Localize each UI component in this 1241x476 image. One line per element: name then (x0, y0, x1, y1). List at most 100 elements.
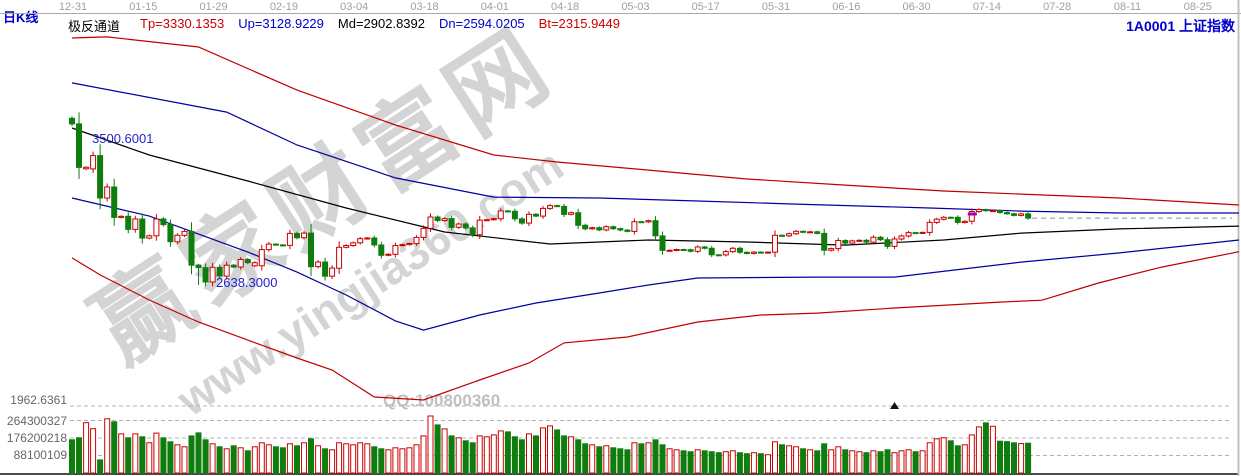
candle-body (729, 247, 736, 253)
volume-bar (272, 446, 279, 474)
candle-body (849, 240, 856, 244)
volume-bar (540, 427, 546, 474)
x-axis-tick: 06-16 (832, 1, 861, 13)
volume-bar (160, 437, 167, 474)
volume-bar (371, 446, 378, 474)
volume-bar (469, 442, 476, 474)
volume-bar (286, 443, 293, 474)
candle-body (772, 234, 778, 253)
volume-bar (279, 447, 286, 474)
x-axis-tick: 12-31 (58, 1, 88, 13)
x-axis-tick: 06-30 (902, 1, 931, 13)
candle-body (554, 205, 561, 208)
volume-bar (828, 449, 835, 474)
volume-triangle-marker (890, 402, 900, 409)
candle-body (645, 220, 652, 223)
candle-body (258, 249, 265, 267)
candle-body (160, 218, 167, 226)
candle-body (666, 249, 673, 252)
candle-body (926, 221, 933, 233)
volume-bar (877, 451, 884, 474)
candle-body (568, 212, 575, 215)
volume-bar (884, 449, 891, 474)
candle-body (308, 232, 314, 268)
volume-bar (308, 438, 314, 474)
volume-bar (631, 442, 638, 474)
volume-bar (687, 451, 694, 474)
volume-axis-label: 176200218 (6, 431, 67, 445)
volume-bar (659, 444, 666, 474)
candle-body (997, 210, 1003, 214)
x-axis-tick: 05-31 (761, 1, 791, 13)
volume-bar (441, 428, 448, 474)
volume-bar (533, 435, 539, 474)
volume-bar (603, 445, 610, 474)
candle-body (575, 212, 582, 226)
candle-body (392, 245, 399, 255)
volume-bar (708, 451, 715, 474)
candle-body (891, 238, 898, 247)
candle-body (596, 227, 603, 231)
volume-bar (125, 437, 132, 474)
volume-bar (905, 449, 912, 474)
candle-body (244, 259, 251, 264)
volume-bar (982, 422, 989, 474)
indicator-name-label[interactable]: 极反通道 (68, 19, 121, 34)
volume-bar (462, 440, 469, 474)
candle-body (441, 218, 448, 222)
volume-bar (497, 430, 504, 474)
x-axis-tick: 01-29 (199, 1, 228, 13)
candle-body (427, 216, 434, 229)
volume-bar (216, 446, 223, 474)
candle-body (279, 244, 286, 247)
volume-bar (954, 445, 961, 474)
volume-bar (547, 425, 553, 474)
candle-body (701, 246, 708, 249)
volume-bar (153, 432, 160, 474)
instrument-title[interactable]: 1A0001 上证指数 (1126, 18, 1235, 34)
candle-body (378, 244, 385, 256)
channel-line-up (71, 82, 1239, 214)
volume-bar (399, 448, 406, 474)
candle-body (385, 253, 392, 256)
candle-body (223, 264, 230, 277)
volume-bar (195, 432, 202, 474)
candle-body (399, 244, 406, 247)
x-axis-date-row: 12-31 01-15 01-29 02-19 03-04 03-18 04-01 04-18… (0, 0, 1241, 13)
candle-body (343, 245, 350, 248)
candle-body (968, 211, 975, 222)
candle-body (167, 224, 174, 243)
channel-line-bt (71, 251, 1240, 401)
volume-bar (378, 448, 385, 474)
candle-body (483, 219, 490, 222)
candle-body (835, 240, 842, 250)
volume-bar (455, 437, 462, 474)
candle-body (828, 248, 835, 251)
candle-body (989, 210, 996, 213)
price-floor-label: 1962.6361 (10, 393, 67, 407)
volume-bar (842, 449, 849, 474)
volume-bar (715, 452, 722, 474)
candle-body (842, 240, 849, 244)
volume-bar (554, 429, 561, 474)
channel-line-md (71, 127, 1240, 246)
volume-bar (202, 439, 209, 474)
candle-body (561, 205, 568, 215)
candle-body (582, 224, 589, 230)
candle-body (863, 239, 870, 243)
low-price-annotation: 2638.3000 (216, 275, 278, 290)
volume-bar (666, 448, 673, 474)
candle-body (504, 210, 511, 213)
candle-body (933, 218, 940, 223)
candle-body (181, 230, 188, 236)
indicator-value-dn: Dn=2594.0205 (439, 16, 525, 31)
volume-bar (336, 442, 343, 474)
candle-body (153, 218, 160, 237)
candle-body (757, 251, 764, 254)
volume-bar (483, 436, 490, 474)
candle-body (462, 223, 469, 229)
x-axis-tick: 03-04 (340, 1, 369, 13)
volume-bar (673, 449, 680, 474)
candle-body (76, 123, 82, 168)
